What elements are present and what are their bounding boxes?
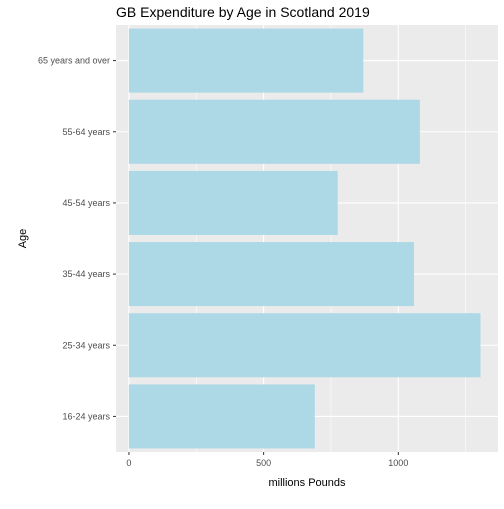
x-axis-title: millions Pounds [268,477,346,489]
y-tick-label: 55-64 years [62,127,110,137]
bar-16-24-years [129,384,315,448]
x-tick-label: 500 [256,458,271,468]
y-axis-title: Age [17,229,29,249]
bar-55-64-years [129,100,420,164]
bar-65-years-and-over [129,29,363,93]
y-tick-label: 35-44 years [62,269,110,279]
chart-title: GB Expenditure by Age in Scotland 2019 [116,4,370,20]
y-tick-label: 65 years and over [38,56,110,66]
y-tick-label: 45-54 years [62,198,110,208]
x-tick-label: 1000 [388,458,408,468]
x-tick-label: 0 [126,458,131,468]
bar-35-44-years [129,242,414,306]
y-tick-label: 16-24 years [62,411,110,421]
bar-45-54-years [129,171,338,235]
y-tick-label: 25-34 years [62,340,110,350]
bar-25-34-years [129,313,481,377]
